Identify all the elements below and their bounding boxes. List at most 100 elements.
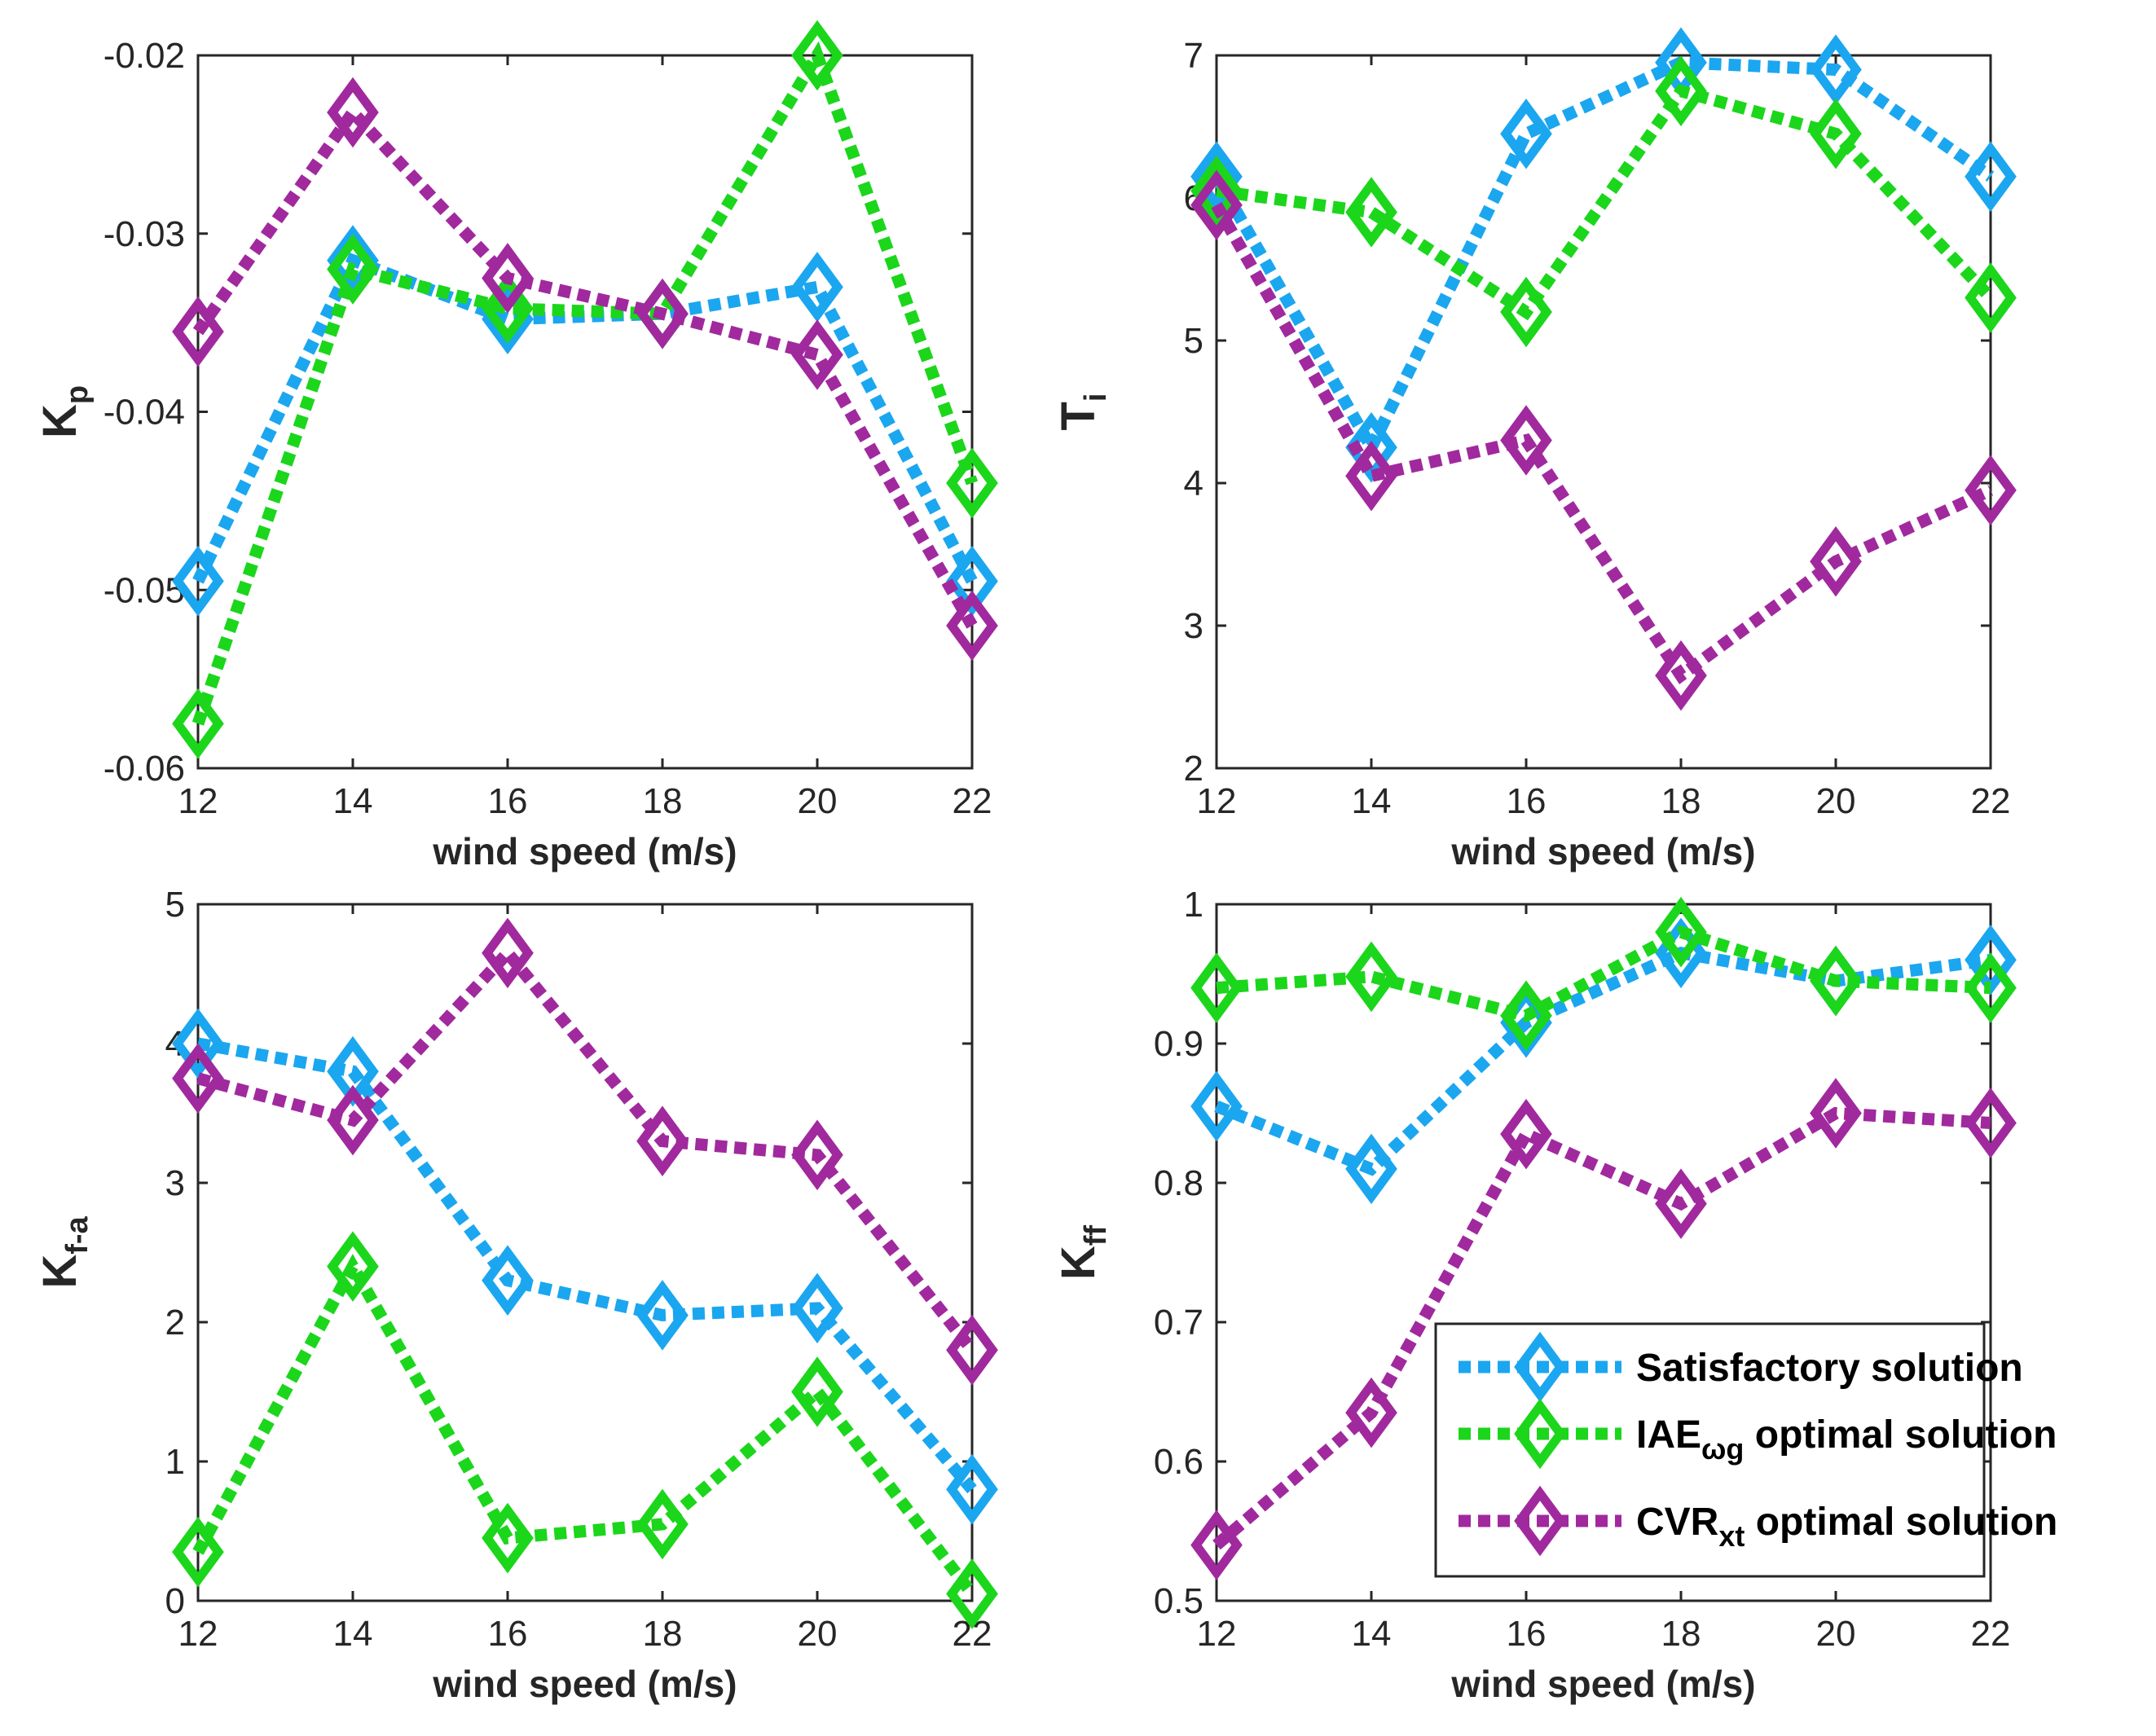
y-axis-label-main: K: [1052, 1246, 1105, 1280]
legend-entry-cvr: CVRxt optimal solution: [1459, 1485, 2057, 1557]
x-tick-label: 12: [178, 1614, 218, 1654]
x-tick-label: 20: [798, 1614, 838, 1654]
data-point-iae: [636, 1488, 689, 1560]
y-tick-label: 0.6: [1154, 1442, 1203, 1482]
y-tick-label: 1: [1184, 885, 1203, 925]
data-point-cvr: [1810, 525, 1862, 597]
data-point-iae: [1810, 945, 1862, 1017]
data-point-cvr: [1345, 440, 1397, 512]
data-point-cvr: [636, 1105, 689, 1176]
legend: Satisfactory solution IAEωg optimal solut…: [1434, 1322, 2057, 1578]
x-axis-label: wind speed (m/s): [1450, 830, 1755, 872]
data-point-satisfactory: [172, 546, 224, 617]
x-tick-label: 18: [1661, 1614, 1701, 1654]
data-point-cvr: [1190, 1510, 1243, 1580]
data-point-satisfactory: [1500, 98, 1552, 169]
series-cvr: [1190, 169, 2017, 711]
data-point-iae: [791, 1356, 843, 1427]
x-tick-label: 22: [953, 781, 992, 821]
series-line-iae: [192, 1254, 977, 1598]
data-point-cvr: [1500, 405, 1552, 476]
data-point-satisfactory: [946, 546, 998, 617]
data-point-satisfactory: [1345, 411, 1397, 483]
data-point-iae: [1500, 276, 1552, 348]
x-tick-label: 20: [1816, 781, 1856, 821]
y-tick-label: -0.03: [103, 214, 185, 254]
y-tick-label: 0.5: [1154, 1581, 1203, 1621]
data-point-cvr: [791, 1119, 843, 1191]
series-line-iae: [1215, 84, 1995, 321]
data-point-cvr: [1810, 1078, 1862, 1149]
data-point-satisfactory: [1190, 141, 1243, 213]
legend-entry-iae: IAEωg optimal solution: [1459, 1398, 2057, 1470]
data-point-cvr: [172, 1043, 224, 1114]
legend-label: CVRxt optimal solution: [1636, 1501, 2057, 1553]
data-point-iae: [1500, 980, 1552, 1052]
data-point-cvr: [1345, 1377, 1397, 1448]
y-tick-label: 7: [1184, 36, 1203, 76]
x-tick-label: 16: [488, 1614, 528, 1654]
series-iae: [172, 1231, 998, 1629]
y-tick-label: 3: [1184, 606, 1203, 646]
x-tick-label: 14: [1352, 781, 1392, 821]
axes-frame: [196, 903, 974, 1602]
legend-label: Satisfactory solution: [1636, 1347, 2023, 1390]
data-point-iae: [791, 20, 843, 91]
x-tick-label: 18: [643, 1614, 683, 1654]
data-point-cvr: [482, 917, 534, 989]
data-point-satisfactory: [636, 1280, 689, 1351]
data-point-iae: [1655, 55, 1707, 127]
y-axis-label-main: K: [33, 1255, 86, 1289]
series-cvr: [1190, 1078, 2017, 1580]
x-tick-label: 12: [178, 781, 218, 821]
data-point-cvr: [327, 77, 379, 148]
y-tick-label: 0.9: [1154, 1024, 1203, 1064]
series-satisfactory: [172, 1008, 998, 1525]
y-axis-label-sub: f-a: [60, 1215, 95, 1254]
y-axis-label-main: K: [33, 404, 86, 438]
series-line-satisfactory: [196, 1037, 977, 1494]
legend-marker-swatch: [1514, 1398, 1566, 1470]
axes-frame: [1215, 903, 1992, 1602]
data-point-iae: [1655, 896, 1707, 968]
data-point-iae: [327, 1231, 379, 1302]
legend-label-sub: xt: [1718, 1519, 1745, 1553]
legend-entry-satisfactory: Satisfactory solution: [1459, 1331, 2023, 1403]
y-tick-label: 4: [1184, 464, 1203, 503]
x-tick-label: 14: [1352, 1614, 1392, 1654]
data-point-iae: [172, 1516, 224, 1588]
y-axis-label: Kff: [1052, 1225, 1113, 1281]
data-point-iae: [482, 273, 534, 344]
legend-label-main: CVR: [1636, 1501, 1718, 1544]
series-line-iae: [1216, 925, 1991, 1022]
series-line-satisfactory: [1211, 56, 1995, 461]
data-point-cvr: [482, 243, 534, 314]
data-point-cvr: [636, 278, 689, 349]
data-point-satisfactory: [1190, 1070, 1243, 1142]
x-tick-label: 20: [798, 781, 838, 821]
data-point-iae: [1965, 952, 2017, 1023]
legend-label-sub: ωg: [1701, 1432, 1744, 1466]
data-point-satisfactory: [327, 225, 379, 296]
y-tick-label: 2: [165, 1303, 185, 1343]
y-axis-label-sub: i: [1079, 393, 1113, 402]
series-line-iae: [191, 41, 979, 726]
data-point-cvr: [1500, 1098, 1552, 1170]
series-line-satisfactory: [1214, 947, 1992, 1176]
data-point-iae: [1810, 98, 1862, 169]
series-line-cvr: [196, 943, 977, 1354]
x-axis-label: wind speed (m/s): [1450, 1663, 1755, 1705]
data-point-satisfactory: [791, 1272, 843, 1344]
legend-label-rest: optimal solution: [1744, 1413, 2057, 1457]
series-cvr: [172, 77, 998, 661]
legend-label-main: IAE: [1636, 1413, 1701, 1457]
series-line-satisfactory: [192, 253, 978, 584]
data-point-iae: [482, 1502, 534, 1574]
data-point-iae: [1190, 155, 1243, 226]
y-tick-label: -0.05: [103, 570, 185, 610]
y-tick-label: 5: [165, 885, 185, 925]
legend-marker-swatch: [1514, 1485, 1566, 1557]
series-satisfactory: [1190, 917, 2017, 1205]
series-iae: [1190, 55, 2017, 348]
data-point-cvr: [1655, 1168, 1707, 1239]
